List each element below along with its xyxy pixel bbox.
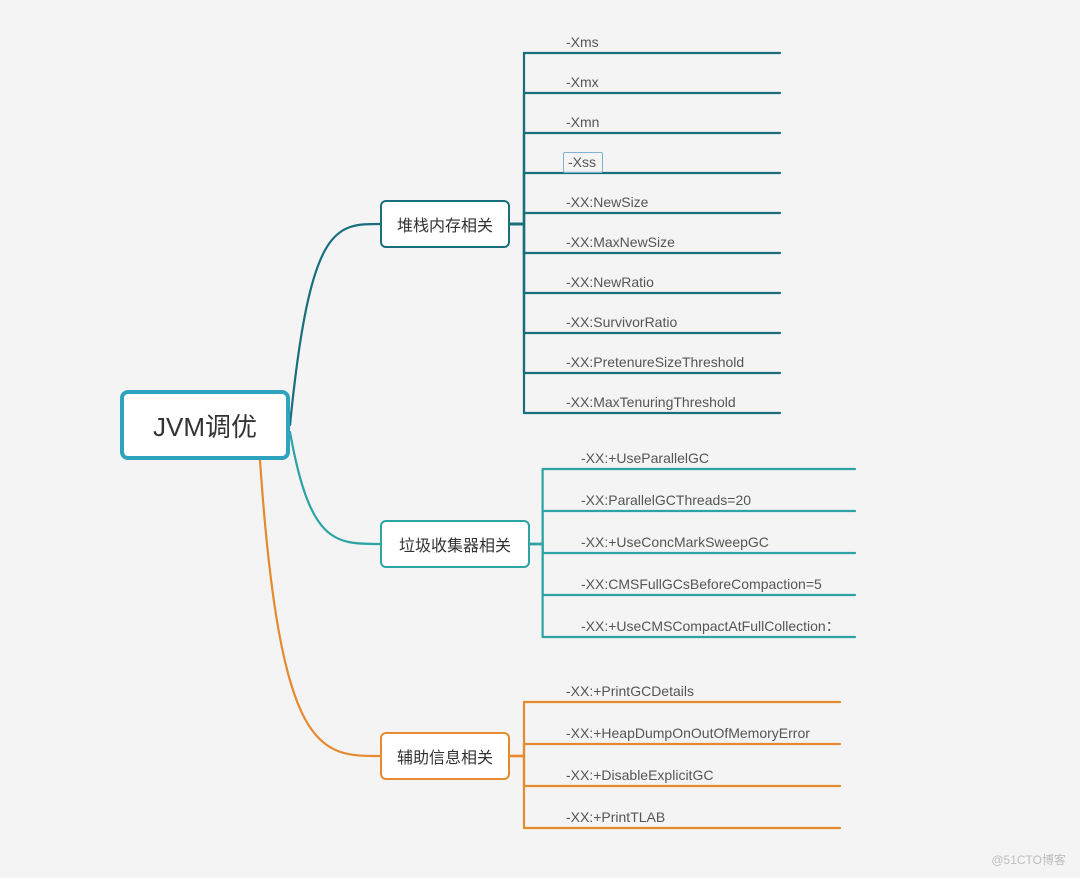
leaf-node[interactable]: -XX:NewRatio: [566, 274, 654, 293]
watermark: @51CTO博客: [991, 851, 1066, 868]
leaf-node[interactable]: -XX:+UseCMSCompactAtFullCollection：: [581, 618, 840, 637]
leaf-node[interactable]: -XX:+PrintTLAB: [566, 809, 665, 828]
leaf-node[interactable]: -Xmx: [566, 74, 599, 93]
leaf-node[interactable]: -Xms: [566, 34, 599, 53]
leaf-node[interactable]: -Xss: [563, 152, 603, 173]
branch-node-info[interactable]: 辅助信息相关: [380, 732, 510, 780]
leaf-node[interactable]: -XX:ParallelGCThreads=20: [581, 492, 751, 511]
leaf-node[interactable]: -XX:+PrintGCDetails: [566, 683, 694, 702]
leaf-node[interactable]: -XX:MaxTenuringThreshold: [566, 394, 736, 413]
leaf-node[interactable]: -XX:+UseParallelGC: [581, 450, 709, 469]
leaf-node[interactable]: -XX:SurvivorRatio: [566, 314, 677, 333]
branch-node-heap[interactable]: 堆栈内存相关: [380, 200, 510, 248]
leaf-node[interactable]: -XX:+UseConcMarkSweepGC: [581, 534, 769, 553]
leaf-node[interactable]: -XX:NewSize: [566, 194, 648, 213]
leaf-node[interactable]: -XX:PretenureSizeThreshold: [566, 354, 744, 373]
leaf-node[interactable]: -XX:MaxNewSize: [566, 234, 675, 253]
root-node[interactable]: JVM调优: [120, 390, 290, 460]
leaf-node[interactable]: -XX:CMSFullGCsBeforeCompaction=5: [581, 576, 822, 595]
leaf-node[interactable]: -Xmn: [566, 114, 599, 133]
leaf-node[interactable]: -XX:+DisableExplicitGC: [566, 767, 713, 786]
leaf-node[interactable]: -XX:+HeapDumpOnOutOfMemoryError: [566, 725, 810, 744]
branch-node-gc[interactable]: 垃圾收集器相关: [380, 520, 530, 568]
